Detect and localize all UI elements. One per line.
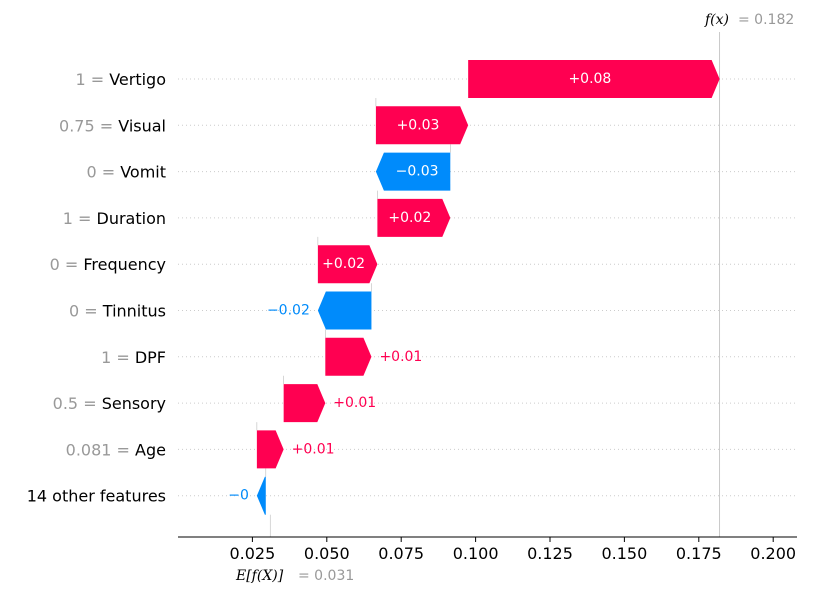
bar-layer — [256, 60, 720, 515]
feature-name: Frequency — [83, 255, 166, 274]
x-tick-label: 0.125 — [527, 544, 573, 563]
feature-label: 1 = DPF — [101, 347, 166, 366]
waterfall-bar — [377, 198, 451, 237]
feature-name: Tinnitus — [102, 301, 166, 320]
feature-value: 0.75 = — [59, 116, 118, 135]
x-tick-label: 0.075 — [378, 544, 424, 563]
bar-value-label: +0.08 — [568, 71, 611, 87]
feature-name: 14 other features — [27, 486, 166, 505]
bar-value-label: −0.03 — [396, 164, 439, 180]
fx-value: = 0.182 — [738, 12, 794, 28]
feature-label: 0 = Tinnitus — [69, 301, 166, 320]
waterfall-bar — [375, 106, 469, 145]
feature-label: 0.75 = Visual — [59, 116, 166, 135]
feature-name: Vomit — [120, 162, 166, 181]
feature-value: 0 = — [86, 162, 120, 181]
feature-label: 0 = Vomit — [86, 162, 166, 181]
feature-name: Duration — [97, 208, 167, 227]
bar-value-label: +0.01 — [379, 349, 422, 365]
efx-value: = 0.031 — [298, 568, 354, 584]
feature-value: 0 = — [50, 255, 84, 274]
waterfall-bar — [283, 384, 326, 423]
feature-value: 0 = — [69, 301, 103, 320]
efx-label: E[f(X)] — [235, 568, 284, 584]
feature-labels: 1 = Vertigo 0.75 = Visual 0 = Vomit 1 = Dur… — [27, 70, 166, 506]
feature-label: 0.5 = Sensory — [53, 394, 166, 413]
waterfall-bar — [468, 60, 720, 98]
efx-annotation: E[f(X)] = 0.031 — [235, 568, 354, 584]
feature-name: Sensory — [102, 394, 166, 413]
feature-value: 0.081 = — [66, 440, 135, 459]
bar-value-label: +0.02 — [322, 256, 365, 272]
bar-value-label: +0.02 — [388, 210, 431, 226]
waterfall-bar — [375, 152, 451, 191]
x-tick-label: 0.200 — [750, 544, 796, 563]
x-axis: 0.025 0.050 0.075 0.100 0.125 0.150 0.175 0.200 — [178, 536, 797, 563]
x-tick-label: 0.100 — [453, 544, 499, 563]
feature-label: 0.081 = Age — [66, 440, 166, 459]
waterfall-bar — [256, 476, 266, 515]
feature-name: Age — [135, 440, 166, 459]
x-tick-label: 0.150 — [601, 544, 647, 563]
bar-value-label: +0.01 — [333, 395, 376, 411]
feature-value: 1 = — [101, 347, 135, 366]
feature-value: 1 = — [75, 70, 109, 89]
feature-value: 0.5 = — [53, 394, 102, 413]
bar-value-label: +0.01 — [292, 441, 335, 457]
fx-annotation: f(x) = 0.182 — [704, 12, 794, 28]
x-tick-label: 0.050 — [304, 544, 350, 563]
bar-value-label: −0 — [228, 488, 249, 504]
x-tick-label: 0.025 — [229, 544, 275, 563]
feature-label: 1 = Duration — [63, 208, 166, 227]
feature-label: 14 other features — [27, 486, 166, 505]
waterfall-bar — [317, 291, 372, 330]
fx-label: f(x) — [704, 12, 729, 28]
bar-value-label: −0.02 — [267, 303, 310, 319]
guide-layer — [256, 32, 721, 537]
waterfall-bar — [325, 337, 372, 376]
feature-label: 1 = Vertigo — [75, 70, 166, 89]
bar-value-label: +0.03 — [397, 117, 440, 133]
feature-name: DPF — [135, 347, 166, 366]
feature-name: Vertigo — [109, 70, 166, 89]
waterfall-bar — [317, 245, 378, 284]
feature-value: 1 = — [63, 208, 97, 227]
feature-label: 0 = Frequency — [50, 255, 166, 274]
label-layer: +0.08 +0.03 −0.03 +0.02 +0.02 −0.02 +0.01 +0.01… — [228, 71, 611, 504]
x-tick-label: 0.175 — [676, 544, 722, 563]
waterfall-bar — [256, 430, 284, 469]
feature-name: Visual — [118, 116, 166, 135]
